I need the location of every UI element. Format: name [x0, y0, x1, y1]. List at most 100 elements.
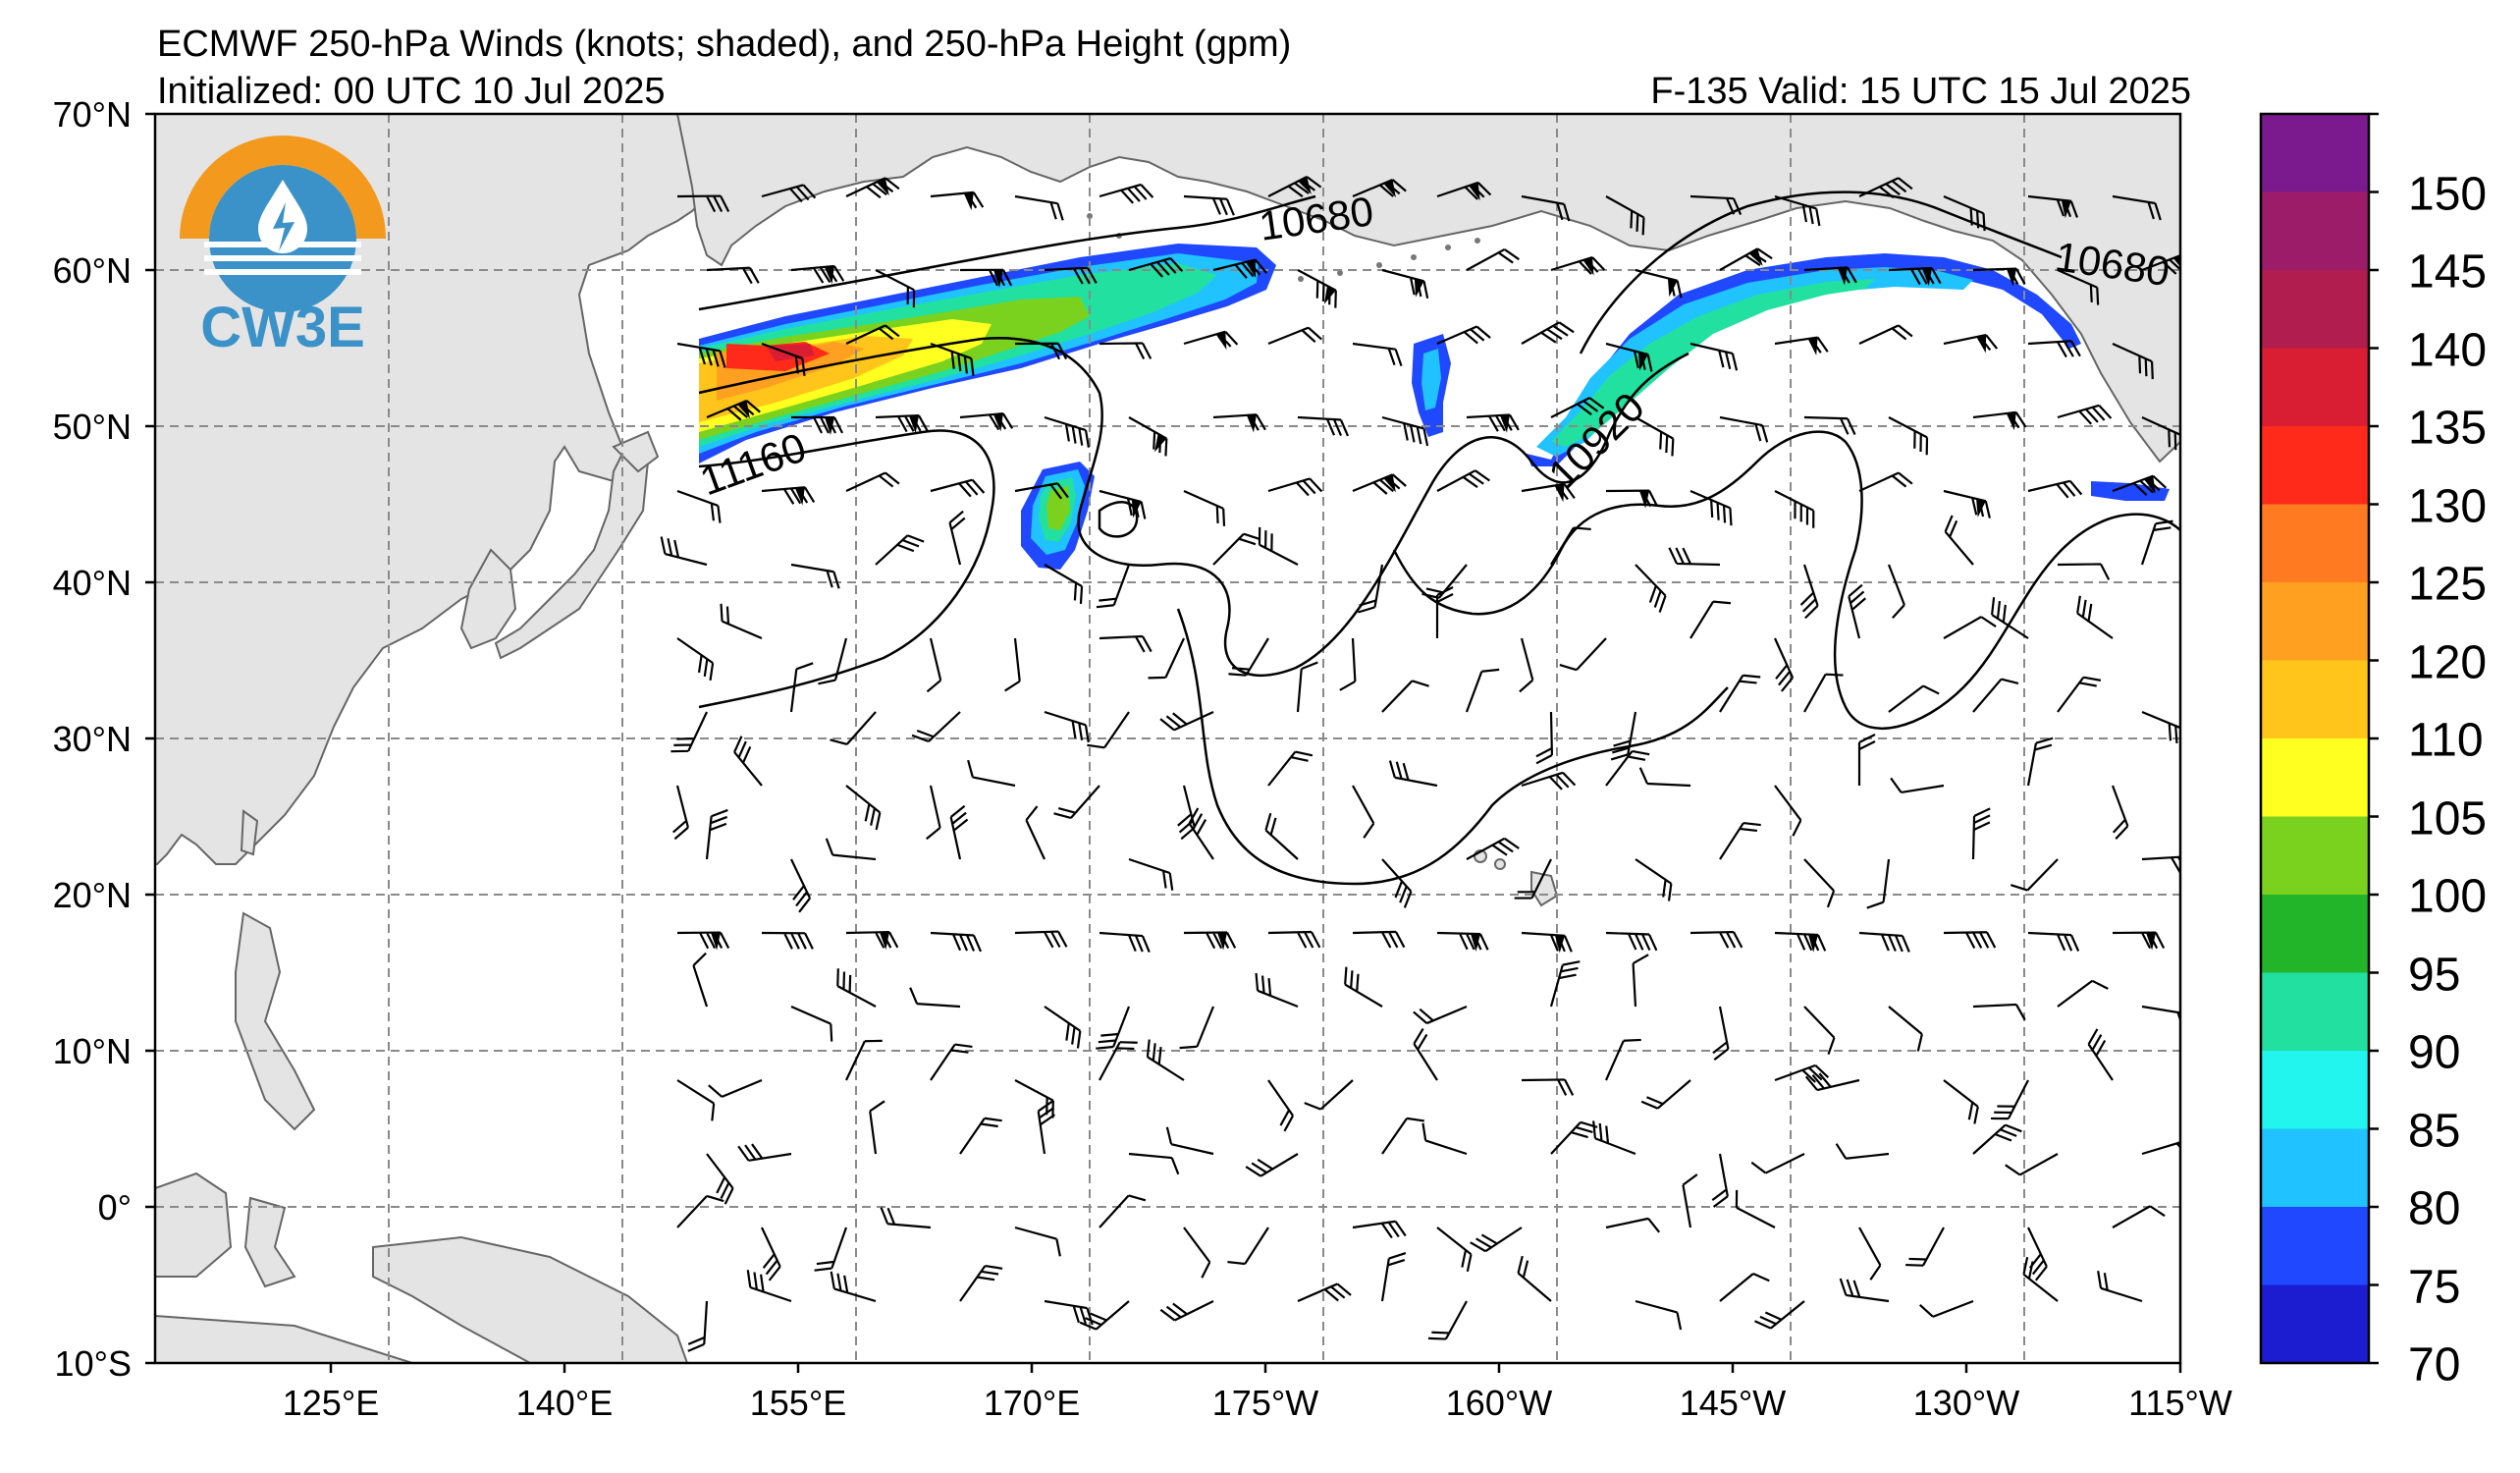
wind-barb — [1858, 931, 1910, 953]
wind-barb — [959, 1117, 1002, 1155]
colorbar-swatch — [2261, 738, 2369, 817]
colorbar-label: 105 — [2408, 792, 2488, 846]
wind-barb — [1550, 256, 1606, 276]
wind-barb — [2112, 342, 2154, 380]
wind-barb — [1605, 931, 1658, 952]
wind-barb — [1177, 785, 1196, 841]
wind-barb — [1890, 777, 1945, 794]
land-south-islands — [155, 1314, 413, 1363]
wind-barb — [1858, 471, 1913, 492]
colorbar-label: 75 — [2408, 1261, 2461, 1314]
colorbar-label: 85 — [2408, 1105, 2461, 1158]
wind-barb — [1754, 1300, 1805, 1330]
wind-barb — [1773, 637, 1795, 692]
wind-barb — [1466, 413, 1520, 433]
contour-10920 — [698, 337, 1689, 678]
wind-barb — [2141, 855, 2180, 874]
colorbar-swatch — [2261, 504, 2369, 583]
wind-barb — [2112, 1205, 2166, 1228]
logo-ring — [180, 136, 386, 240]
wind-barb — [845, 785, 882, 831]
jet-center-100 — [1046, 486, 1070, 530]
wind-barb — [676, 1079, 716, 1121]
wind-barb — [1267, 1079, 1295, 1132]
colorbar-swatch — [2261, 114, 2369, 192]
lon-label: 140°E — [515, 1383, 614, 1423]
wind-barb — [1267, 477, 1323, 497]
wind-barb — [1381, 415, 1429, 447]
wind-barb — [2141, 1005, 2180, 1031]
wind-barb — [2026, 736, 2054, 787]
lat-label: 20°N — [52, 875, 132, 915]
wind-barb — [948, 510, 966, 566]
colorbar-label: 70 — [2408, 1338, 2461, 1391]
lon-label: 175°W — [1211, 1383, 1319, 1423]
wind-barb — [1183, 489, 1226, 526]
wind-barb — [1297, 269, 1337, 308]
wind-barb — [1635, 268, 1683, 299]
wind-barb — [1521, 321, 1575, 345]
wind-barb — [1128, 256, 1184, 278]
wind-barb — [1245, 1153, 1299, 1177]
wind-barb — [1803, 673, 1844, 713]
wind-barb — [1044, 266, 1098, 285]
wind-barb — [1632, 954, 1649, 1008]
wind-barb — [1025, 805, 1046, 860]
colorbar-label: 130 — [2408, 480, 2488, 533]
cw3e-logo: CW3E — [180, 136, 386, 359]
wind-barb — [1918, 1299, 1974, 1318]
wind-barb — [1352, 930, 1406, 949]
wind-barb — [814, 1227, 848, 1272]
wind-barb — [1228, 637, 1269, 677]
wind-barb — [660, 536, 708, 567]
colorbar-swatch — [2261, 816, 2369, 896]
wind-barb — [761, 931, 814, 950]
wind-barb — [1719, 247, 1773, 271]
lon-label: 115°W — [2128, 1383, 2232, 1423]
wind-barb — [1381, 268, 1429, 300]
wind-barb — [1888, 684, 1940, 713]
wind-barb — [2141, 1140, 2180, 1158]
wind-barb — [1099, 931, 1151, 954]
colorbar-swatch — [2261, 1284, 2369, 1364]
wind-barb — [1427, 1300, 1468, 1340]
wind-barb — [1887, 564, 1905, 620]
wind-barb — [676, 931, 730, 951]
wind-barb — [1592, 1120, 1636, 1156]
wind-barb — [1605, 342, 1653, 372]
wind-barb — [2141, 415, 2180, 454]
wind-barb — [1099, 1194, 1147, 1228]
wind-barb — [845, 177, 900, 199]
wind-barb — [1857, 734, 1876, 787]
wind-barb — [1436, 469, 1491, 492]
wind-barb — [1212, 532, 1261, 566]
wind-barb — [1435, 586, 1454, 639]
wind-barb — [1096, 564, 1131, 609]
wind-barb — [1605, 489, 1659, 509]
wind-barb — [1943, 194, 1986, 232]
lat-label: 70°N — [52, 94, 132, 135]
wind-barb — [1803, 266, 1857, 286]
wind-barbs — [660, 176, 2180, 1352]
wind-barb — [1774, 194, 1821, 227]
wind-barb — [2097, 1270, 2143, 1303]
land-north-pacific-rim — [675, 114, 2180, 464]
wind-barb — [1774, 490, 1815, 528]
colorbar-swatch — [2261, 582, 2369, 661]
lat-label: 10°N — [52, 1031, 132, 1071]
colorbar-label: 80 — [2408, 1182, 2461, 1235]
wind-barb — [818, 637, 848, 685]
wind-barb — [2087, 1028, 2114, 1081]
wind-barb — [825, 838, 877, 861]
colorbar-label: 140 — [2408, 324, 2488, 377]
contour-10680-west — [698, 194, 1316, 311]
land-hokkaido — [612, 430, 660, 473]
wind-barb — [1689, 930, 1743, 949]
wind-barb — [676, 342, 726, 368]
wind-barb — [2140, 519, 2173, 566]
wind-barb — [830, 1271, 877, 1303]
wind-barb — [875, 413, 929, 434]
wind-barb — [1719, 415, 1769, 443]
wind-barb — [1835, 1143, 1890, 1160]
wind-barb — [1804, 1072, 1860, 1092]
